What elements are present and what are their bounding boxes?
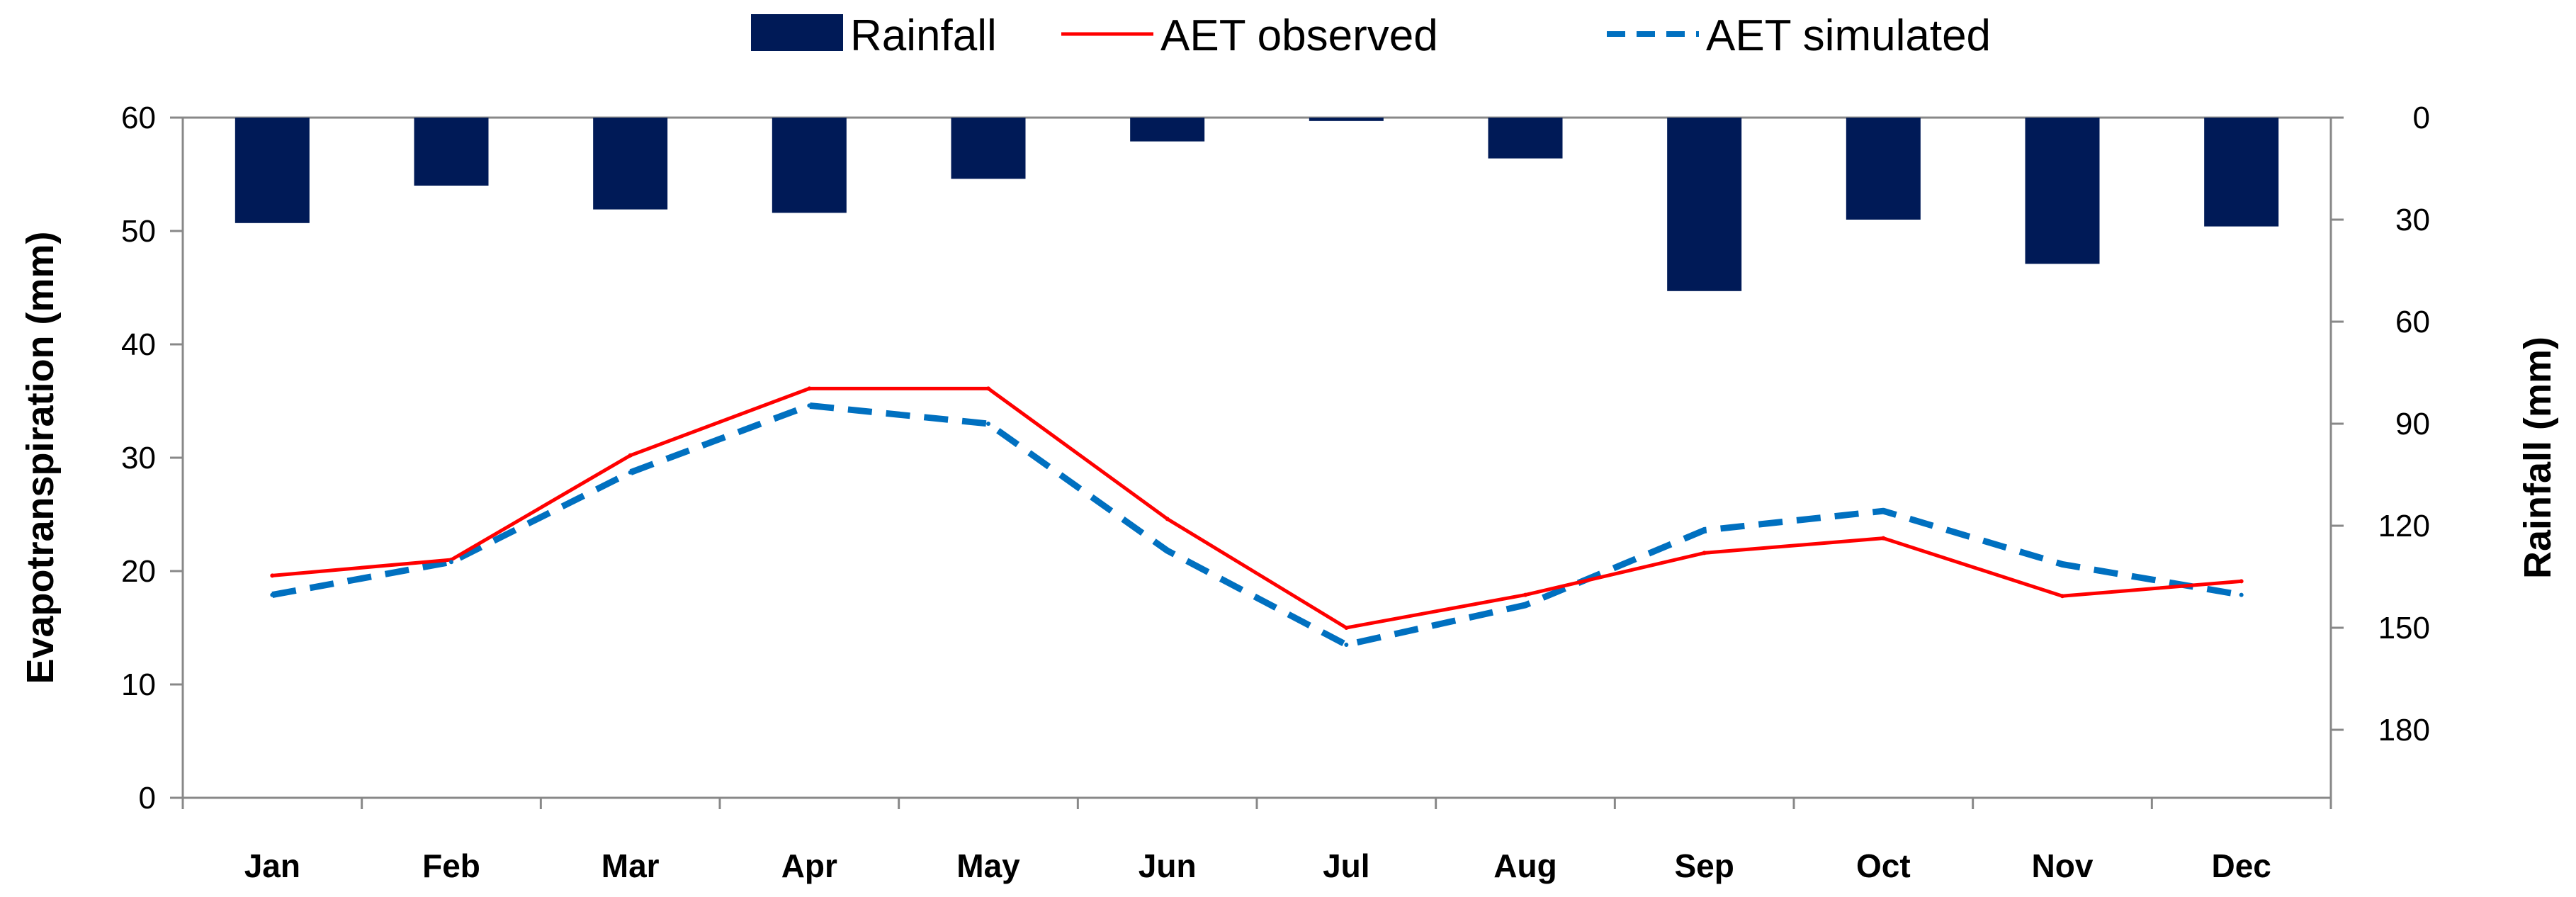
y-axis-title-right: Rainfall (mm) (2516, 337, 2559, 579)
month-label-feb: Feb (422, 847, 480, 884)
aet-simulated-point-may (986, 422, 990, 426)
aet-observed-point-jul (1344, 626, 1349, 630)
aet-observed-point-nov (2060, 594, 2064, 599)
aet-simulated-point-nov (2060, 562, 2064, 567)
right-axis-ticks: 0 30 60 90 120 150 180 (2331, 101, 2430, 748)
rainfall-bars (235, 118, 2279, 291)
aet-simulated-point-mar (628, 470, 633, 475)
month-label-sep: Sep (1674, 847, 1734, 884)
right-tick-label: 0 (2413, 101, 2430, 135)
legend-swatch-rainfall (751, 14, 843, 51)
aet-lines (270, 386, 2244, 648)
aet-observed-point-dec (2239, 579, 2244, 584)
aet-simulated-point-feb (449, 560, 453, 565)
rainfall-bar-dec (2204, 118, 2279, 227)
legend-label-rainfall: Rainfall (850, 11, 997, 60)
aet-simulated-point-dec (2239, 592, 2244, 597)
month-label-jun: Jun (1139, 847, 1197, 884)
line-aet-simulated (271, 402, 2242, 648)
left-tick-label: 0 (139, 781, 156, 816)
aet-observed-point-apr (807, 386, 812, 391)
legend-label-aet-observed: AET observed (1160, 11, 1438, 60)
aet-observed-point-jan (270, 573, 275, 578)
y-axis-title-left: Evapotranspiration (mm) (19, 231, 62, 684)
right-tick-label: 60 (2395, 305, 2430, 339)
right-tick-label: 90 (2395, 407, 2430, 441)
month-label-nov: Nov (2032, 847, 2094, 884)
left-tick-label: 20 (121, 554, 156, 589)
aet-simulated-point-apr (807, 403, 812, 408)
aet-observed-point-may (986, 386, 990, 391)
aet-simulated-point-jul (1344, 643, 1349, 647)
rainfall-bar-may (951, 118, 1026, 179)
month-label-dec: Dec (2211, 847, 2271, 884)
aet-observed-point-aug (1523, 592, 1527, 597)
rainfall-bar-feb (414, 118, 489, 186)
aet-observed-point-mar (628, 453, 633, 458)
right-tick-label: 180 (2378, 713, 2430, 748)
month-label-jan: Jan (244, 847, 300, 884)
rainfall-bar-apr (772, 118, 847, 213)
aet-simulated-point-jan (270, 592, 275, 597)
aet-observed-point-oct (1881, 536, 1886, 541)
right-tick-label: 150 (2378, 611, 2430, 645)
rainfall-bar-jul (1309, 118, 1384, 121)
line-aet-observed (272, 386, 2242, 630)
aet-simulated-point-oct (1881, 509, 1886, 514)
month-label-aug: Aug (1493, 847, 1557, 884)
left-tick-label: 40 (121, 327, 156, 362)
month-label-apr: Apr (781, 847, 837, 884)
month-label-jul: Jul (1323, 847, 1369, 884)
left-tick-label: 50 (121, 214, 156, 249)
plot-area (181, 116, 2332, 799)
rainfall-bar-nov (2025, 118, 2100, 264)
left-tick-label: 10 (121, 667, 156, 702)
left-tick-label: 60 (121, 101, 156, 135)
aet-simulated-point-sep (1702, 528, 1707, 533)
left-axis-ticks: 0 10 20 30 40 50 60 (121, 101, 183, 816)
left-tick-label: 30 (121, 441, 156, 475)
legend-label-aet-simulated: AET simulated (1706, 11, 1991, 60)
rainfall-bar-jun (1130, 118, 1205, 142)
aet-simulated-point-jun (1165, 548, 1170, 553)
legend: Rainfall AET observed AET simulated (751, 11, 1991, 60)
right-tick-label: 30 (2395, 203, 2430, 237)
rainfall-bar-sep (1667, 118, 1742, 291)
month-labels: Jan Feb Mar Apr May Jun Jul Aug Sep Oct Nov Dec (181, 798, 2332, 884)
aet-observed-point-jun (1165, 517, 1170, 521)
rainfall-bar-mar (593, 118, 668, 210)
right-tick-label: 120 (2378, 509, 2430, 543)
rainfall-bar-jan (235, 118, 310, 223)
rainfall-bar-oct (1846, 118, 1921, 220)
month-label-may: May (956, 847, 1020, 884)
month-label-oct: Oct (1856, 847, 1911, 884)
rainfall-bar-aug (1488, 118, 1563, 159)
month-label-mar: Mar (601, 847, 660, 884)
aet-observed-point-sep (1702, 551, 1707, 555)
aet-simulated-point-aug (1523, 603, 1527, 607)
